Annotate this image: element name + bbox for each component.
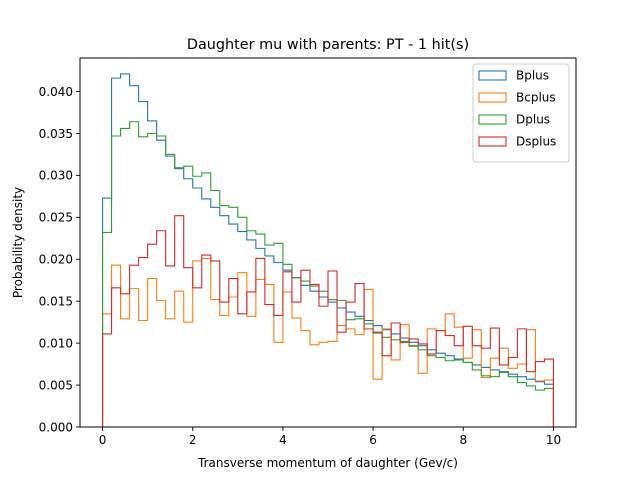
legend-label-bcplus: Bcplus: [516, 91, 556, 105]
y-tick-label: 0.005: [39, 378, 73, 392]
series-dsplus-step-line: [102, 215, 554, 427]
x-axis-label: Transverse momentum of daughter (Gev/c): [197, 456, 458, 470]
x-tick-label: 0: [99, 433, 107, 447]
x-tick-label: 2: [189, 433, 197, 447]
legend-swatch-bcplus: [478, 92, 507, 103]
legend: Bplus Bcplus Dplus Dsplus: [472, 63, 570, 163]
chart-title: Daughter mu with parents: PT - 1 hit(s): [187, 37, 469, 53]
x-tick-label: 6: [369, 433, 377, 447]
legend-swatch-dplus: [478, 114, 507, 125]
x-tick-label: 10: [546, 433, 561, 447]
y-tick-label: 0.000: [39, 420, 73, 434]
plot-frame: [79, 57, 577, 428]
y-tick-label: 0.040: [39, 85, 73, 99]
y-tick-label: 0.030: [39, 169, 73, 183]
x-tick-label: 4: [279, 433, 287, 447]
legend-swatch-bplus: [478, 70, 507, 81]
legend-label-dsplus: Dsplus: [516, 135, 556, 149]
y-tick-label: 0.035: [39, 127, 73, 141]
x-tick-label: 8: [459, 433, 467, 447]
y-tick-label: 0.025: [39, 211, 73, 225]
legend-label-dplus: Dplus: [516, 113, 550, 127]
series-layer: [102, 73, 554, 427]
y-axis-label: Probability density: [11, 187, 25, 298]
y-tick-label: 0.020: [39, 253, 73, 267]
y-tick-label: 0.015: [39, 295, 73, 309]
y-tick-label: 0.010: [39, 336, 73, 350]
series-bcplus-step-line: [102, 257, 554, 427]
legend-label-bplus: Bplus: [516, 69, 549, 83]
axis-layer: 0 2 4 6 8 10 0.000 0.005 0.010 0.015 0.020 0.025 0.0…: [39, 85, 561, 447]
legend-swatch-dsplus: [478, 136, 507, 147]
